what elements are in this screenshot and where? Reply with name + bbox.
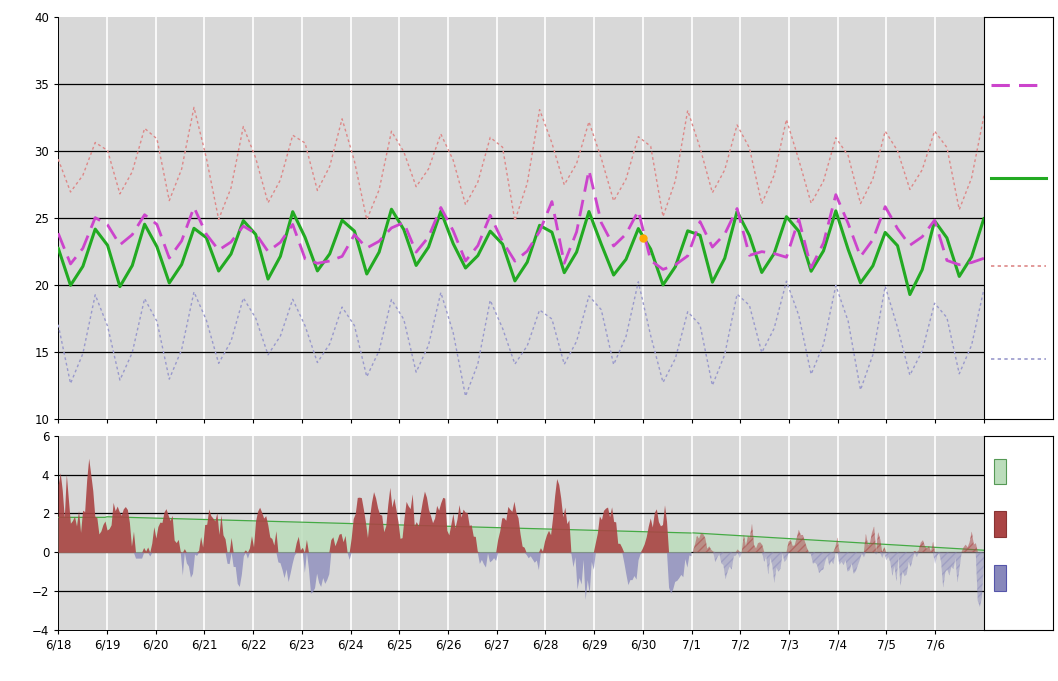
Bar bbox=[995, 459, 1006, 484]
Bar bbox=[995, 565, 1006, 591]
Bar bbox=[995, 511, 1006, 537]
